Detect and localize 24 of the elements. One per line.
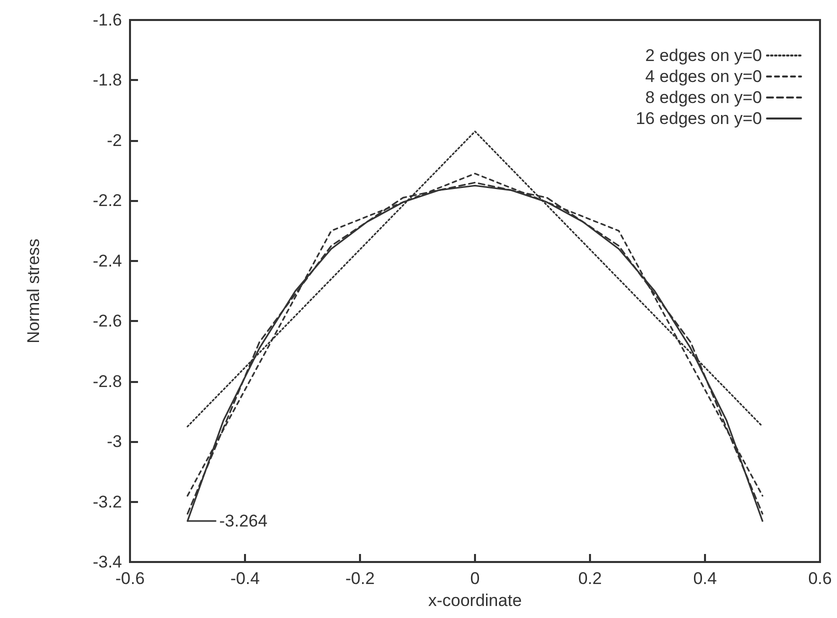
y-tick-label: -3 xyxy=(106,432,122,452)
x-tick-label: 0.6 xyxy=(808,569,832,588)
x-axis-title: x-coordinate xyxy=(428,591,522,610)
y-tick-label: -2.6 xyxy=(92,312,122,331)
y-tick-label: -1.6 xyxy=(92,10,122,30)
y-tick-label: -3.4 xyxy=(92,552,122,572)
x-tick-label: -0.6 xyxy=(115,569,145,588)
annotation: -3.264 xyxy=(219,512,268,531)
x-tick-label: 0 xyxy=(470,569,480,588)
legend-label: 16 edges on y=0 xyxy=(636,109,762,128)
x-tick-label: -0.2 xyxy=(345,569,375,588)
x-tick-label: 0.4 xyxy=(693,569,717,588)
x-tick-label: -0.4 xyxy=(230,569,260,588)
y-tick-label: -2.8 xyxy=(92,372,122,391)
y-axis-title: Normal stress xyxy=(24,238,43,344)
legend-label: 8 edges on y=0 xyxy=(645,88,762,107)
y-tick-label: -2.4 xyxy=(92,251,122,270)
legend-label: 4 edges on y=0 xyxy=(645,67,762,86)
y-tick-label: -2 xyxy=(106,130,122,150)
y-tick-label: -1.8 xyxy=(92,70,122,90)
y-tick-label: -3.2 xyxy=(92,492,122,512)
legend-label: 2 edges on y=0 xyxy=(645,46,762,65)
x-tick-label: 0.2 xyxy=(578,569,602,588)
y-tick-label: -2.2 xyxy=(92,191,122,210)
